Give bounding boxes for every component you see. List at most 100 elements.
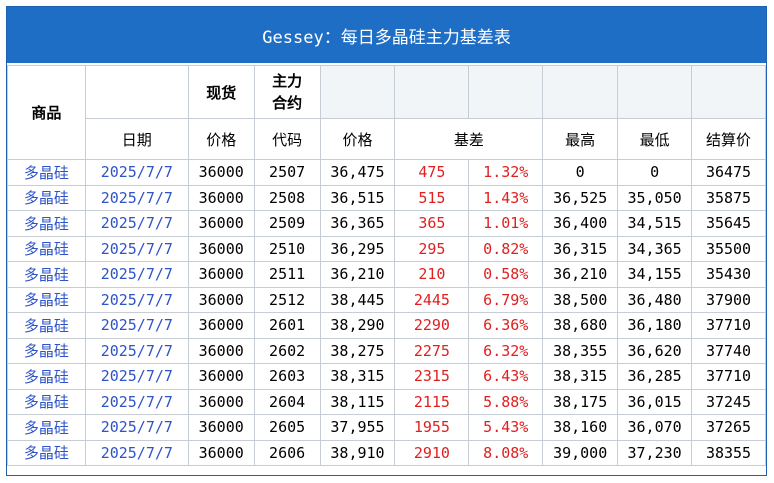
cell-code: 2602 (253, 337, 321, 364)
cell-code: 2508 (253, 184, 321, 211)
cell-spot: 36000 (187, 184, 255, 211)
header-main-contract: 主力 合约 (253, 65, 321, 119)
cell-basis-pct: 1.32% (468, 159, 544, 186)
cell-low: 36,480 (617, 286, 693, 313)
cell-price: 38,115 (319, 388, 396, 415)
cell-settle: 37245 (691, 388, 766, 415)
header-row-top: 商品 现货 主力 合约 (7, 65, 766, 160)
cell-low: 37,230 (617, 439, 693, 466)
cell-spot: 36000 (187, 414, 255, 441)
cell-low: 34,155 (617, 261, 693, 288)
cell-price: 36,475 (319, 159, 396, 186)
cell-basis-pct: 5.88% (468, 388, 544, 415)
cell-code: 2507 (253, 159, 321, 186)
cell-product: 多晶硅 (7, 159, 86, 186)
cell-low: 0 (617, 159, 693, 186)
cell-basis: 210 (394, 261, 470, 288)
table-row: 多晶硅 2025/7/7 36000 2602 38,275 2275 6.32… (7, 337, 766, 364)
header-price: 价格 (319, 118, 396, 160)
basis-table-panel: Gessey：每日多晶硅主力基差表 商品 现货 主力 合约 (6, 6, 767, 476)
header-blank-settle (691, 65, 766, 119)
cell-high: 38,500 (542, 286, 619, 313)
cell-product: 多晶硅 (7, 388, 86, 415)
cell-code: 2511 (253, 261, 321, 288)
table-title: Gessey：每日多晶硅主力基差表 (7, 7, 766, 63)
table-row: 多晶硅 2025/7/7 36000 2601 38,290 2290 6.36… (7, 312, 766, 339)
cell-settle: 37265 (691, 414, 766, 441)
cell-product: 多晶硅 (7, 337, 86, 364)
cell-basis: 2315 (394, 363, 470, 390)
table-row: 多晶硅 2025/7/7 36000 2509 36,365 365 1.01%… (7, 210, 766, 237)
cell-high: 38,175 (542, 388, 619, 415)
cell-date: 2025/7/7 (84, 414, 189, 441)
cell-date: 2025/7/7 (84, 235, 189, 262)
cell-price: 36,210 (319, 261, 396, 288)
cell-high: 38,160 (542, 414, 619, 441)
cell-settle: 35430 (691, 261, 766, 288)
cell-settle: 35500 (691, 235, 766, 262)
cell-basis: 365 (394, 210, 470, 237)
cell-price: 36,365 (319, 210, 396, 237)
table-row: 多晶硅 2025/7/7 36000 2510 36,295 295 0.82%… (7, 235, 766, 262)
cell-basis: 2445 (394, 286, 470, 313)
cell-basis: 515 (394, 184, 470, 211)
table-row: 多晶硅 2025/7/7 36000 2604 38,115 2115 5.88… (7, 388, 766, 415)
cell-date: 2025/7/7 (84, 210, 189, 237)
header-main-contract-line1: 主力 (272, 72, 303, 90)
cell-high: 0 (542, 159, 619, 186)
cell-date: 2025/7/7 (84, 363, 189, 390)
cell-product: 多晶硅 (7, 235, 86, 262)
cell-spot: 36000 (187, 261, 255, 288)
cell-low: 36,620 (617, 337, 693, 364)
basis-table: 商品 现货 主力 合约 日期 价格 代码 价格 基差 最高 (7, 65, 766, 466)
header-basis: 基差 (394, 118, 544, 160)
cell-settle: 35875 (691, 184, 766, 211)
table-row: 多晶硅 2025/7/7 36000 2507 36,475 475 1.32%… (7, 159, 766, 186)
cell-settle: 37740 (691, 337, 766, 364)
cell-basis: 1955 (394, 414, 470, 441)
cell-date: 2025/7/7 (84, 337, 189, 364)
cell-low: 36,070 (617, 414, 693, 441)
header-product: 商品 (7, 65, 86, 160)
cell-low: 36,180 (617, 312, 693, 339)
cell-price: 38,445 (319, 286, 396, 313)
table-row: 多晶硅 2025/7/7 36000 2605 37,955 1955 5.43… (7, 414, 766, 441)
cell-price: 37,955 (319, 414, 396, 441)
cell-basis-pct: 6.79% (468, 286, 544, 313)
cell-basis-pct: 5.43% (468, 414, 544, 441)
cell-settle: 37710 (691, 363, 766, 390)
cell-high: 36,315 (542, 235, 619, 262)
cell-basis-pct: 0.58% (468, 261, 544, 288)
cell-date: 2025/7/7 (84, 159, 189, 186)
header-spot: 现货 (187, 65, 255, 119)
cell-basis-pct: 6.32% (468, 337, 544, 364)
header-high: 最高 (542, 118, 619, 160)
header-blank-high (542, 65, 619, 119)
cell-settle: 37900 (691, 286, 766, 313)
cell-high: 36,400 (542, 210, 619, 237)
cell-product: 多晶硅 (7, 184, 86, 211)
cell-code: 2606 (253, 439, 321, 466)
cell-spot: 36000 (187, 439, 255, 466)
cell-low: 36,015 (617, 388, 693, 415)
cell-code: 2510 (253, 235, 321, 262)
cell-product: 多晶硅 (7, 210, 86, 237)
cell-low: 35,050 (617, 184, 693, 211)
header-blank-basis (394, 65, 470, 119)
cell-price: 38,275 (319, 337, 396, 364)
cell-date: 2025/7/7 (84, 286, 189, 313)
cell-basis-pct: 8.08% (468, 439, 544, 466)
cell-low: 34,365 (617, 235, 693, 262)
cell-product: 多晶硅 (7, 312, 86, 339)
cell-settle: 35645 (691, 210, 766, 237)
cell-spot: 36000 (187, 363, 255, 390)
cell-settle: 38355 (691, 439, 766, 466)
cell-price: 38,315 (319, 363, 396, 390)
cell-date: 2025/7/7 (84, 261, 189, 288)
cell-spot: 36000 (187, 312, 255, 339)
cell-product: 多晶硅 (7, 439, 86, 466)
cell-spot: 36000 (187, 388, 255, 415)
cell-date: 2025/7/7 (84, 312, 189, 339)
cell-basis: 295 (394, 235, 470, 262)
cell-high: 38,315 (542, 363, 619, 390)
